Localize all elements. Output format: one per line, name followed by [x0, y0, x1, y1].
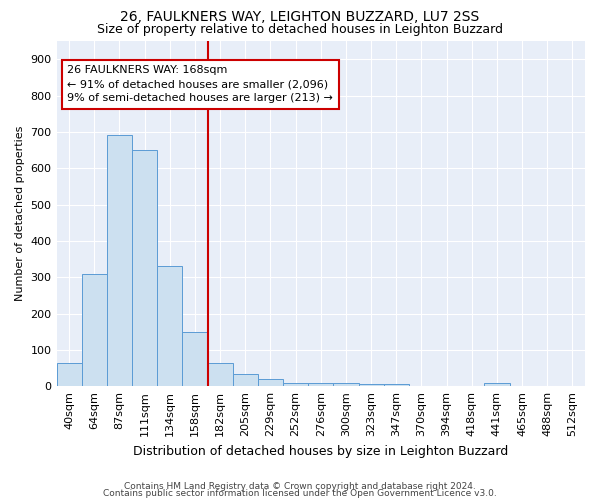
Bar — [56, 364, 82, 386]
Bar — [308, 384, 334, 386]
Bar — [182, 332, 208, 386]
Text: Contains HM Land Registry data © Crown copyright and database right 2024.: Contains HM Land Registry data © Crown c… — [124, 482, 476, 491]
Bar — [157, 266, 182, 386]
Bar — [334, 384, 359, 386]
Bar — [484, 384, 509, 386]
Bar — [359, 384, 383, 386]
Text: Contains public sector information licensed under the Open Government Licence v3: Contains public sector information licen… — [103, 488, 497, 498]
Text: 26, FAULKNERS WAY, LEIGHTON BUZZARD, LU7 2SS: 26, FAULKNERS WAY, LEIGHTON BUZZARD, LU7… — [121, 10, 479, 24]
Bar — [283, 382, 308, 386]
Bar — [383, 384, 409, 386]
Text: Size of property relative to detached houses in Leighton Buzzard: Size of property relative to detached ho… — [97, 22, 503, 36]
X-axis label: Distribution of detached houses by size in Leighton Buzzard: Distribution of detached houses by size … — [133, 444, 508, 458]
Bar — [233, 374, 258, 386]
Bar — [107, 136, 132, 386]
Text: 26 FAULKNERS WAY: 168sqm
← 91% of detached houses are smaller (2,096)
9% of semi: 26 FAULKNERS WAY: 168sqm ← 91% of detach… — [67, 65, 333, 103]
Y-axis label: Number of detached properties: Number of detached properties — [15, 126, 25, 302]
Bar — [132, 150, 157, 386]
Bar — [258, 379, 283, 386]
Bar — [82, 274, 107, 386]
Bar — [208, 364, 233, 386]
